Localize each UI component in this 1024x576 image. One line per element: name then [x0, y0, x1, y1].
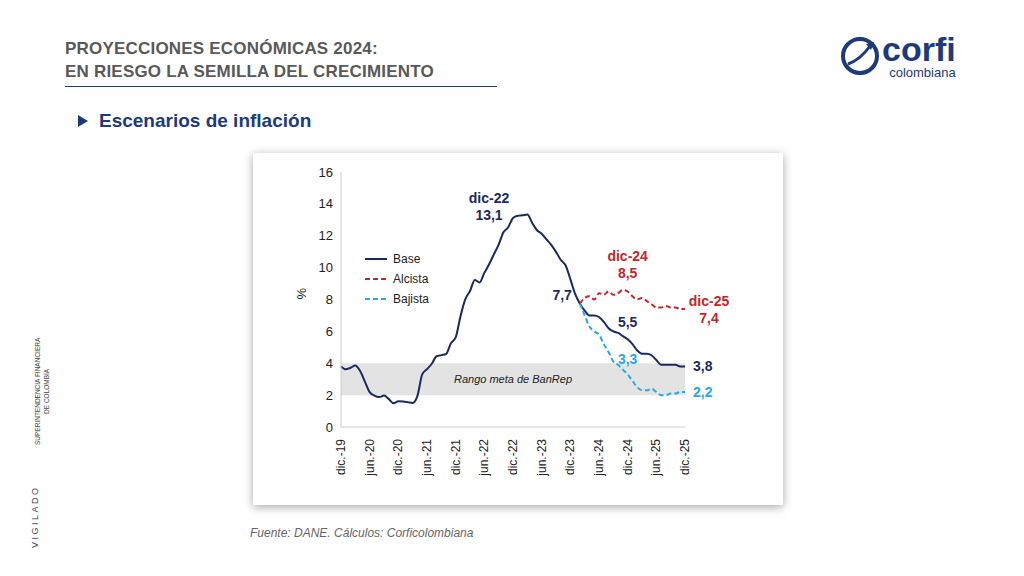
svg-text:jun.-21: jun.-21 [420, 439, 434, 477]
svg-text:jun.-23: jun.-23 [535, 439, 549, 477]
svg-text:dic.-23: dic.-23 [563, 439, 577, 475]
html-text:corfi: corfi [882, 30, 956, 68]
svg-text:2: 2 [326, 388, 333, 403]
svg-text:4: 4 [326, 356, 333, 371]
html-text:DE COLOMBIA: DE COLOMBIA [43, 368, 50, 414]
html-text:colombiana: colombiana [889, 65, 956, 80]
svg-text:12: 12 [319, 228, 333, 243]
svg-text:dic.-21: dic.-21 [449, 439, 463, 475]
html-text:Fuente: DANE. Cálculos: Corfic: Fuente: DANE. Cálculos: Corficolombiana [250, 526, 474, 540]
html-text:EN RIESGO LA SEMILLA DEL CRECI: EN RIESGO LA SEMILLA DEL CRECIMIENTO [65, 62, 434, 81]
svg-text:dic-24: dic-24 [607, 248, 648, 264]
svg-text:jun.-25: jun.-25 [649, 439, 663, 477]
svg-text:3,8: 3,8 [693, 358, 713, 374]
svg-text:7,7: 7,7 [552, 287, 572, 303]
svg-text:0: 0 [326, 420, 333, 435]
html-text:VIGILADO: VIGILADO [30, 485, 40, 548]
svg-text:jun.-22: jun.-22 [477, 439, 491, 477]
html-text:Base: Base [393, 252, 421, 266]
svg-text:13,1: 13,1 [475, 207, 502, 223]
svg-text:dic-25: dic-25 [689, 293, 730, 309]
svg-text:6: 6 [326, 324, 333, 339]
svg-text:7,4: 7,4 [699, 310, 719, 326]
html-text:SUPERINTENDENCIA FINANCIERA: SUPERINTENDENCIA FINANCIERA [34, 337, 41, 445]
svg-text:jun.-24: jun.-24 [592, 439, 606, 477]
svg-text:16: 16 [319, 165, 333, 180]
html-text:PROYECCIONES ECONÓMICAS 2024:: PROYECCIONES ECONÓMICAS 2024: [65, 39, 378, 58]
svg-text:dic.-24: dic.-24 [621, 439, 635, 475]
svg-text:%: % [294, 288, 309, 300]
svg-text:8,5: 8,5 [618, 265, 638, 281]
svg-text:dic.-20: dic.-20 [391, 439, 405, 475]
svg-text:5,5: 5,5 [618, 314, 638, 330]
svg-text:dic.-25: dic.-25 [678, 439, 692, 475]
svg-text:14: 14 [319, 196, 333, 211]
svg-text:3,3: 3,3 [618, 351, 638, 367]
svg-text:8: 8 [326, 292, 333, 307]
svg-text:10: 10 [319, 260, 333, 275]
html-text:Alcista: Alcista [393, 272, 429, 286]
svg-text:2,2: 2,2 [693, 384, 713, 400]
svg-text:dic.-22: dic.-22 [506, 439, 520, 475]
svg-text:Rango meta de BanRep: Rango meta de BanRep [454, 373, 572, 385]
html-text:Escenarios de inflación: Escenarios de inflación [99, 110, 312, 131]
svg-text:jun.-20: jun.-20 [363, 439, 377, 477]
svg-text:dic.-19: dic.-19 [334, 439, 348, 475]
html-text:Bajista: Bajista [393, 292, 429, 306]
svg-text:dic-22: dic-22 [469, 190, 510, 206]
